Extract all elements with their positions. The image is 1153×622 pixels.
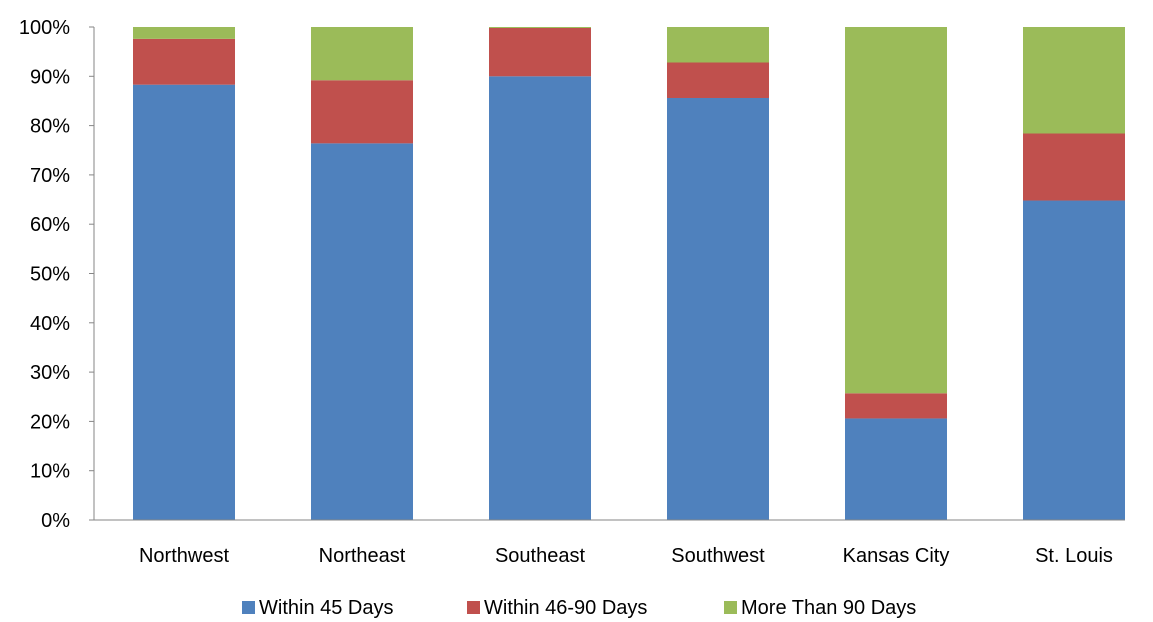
bar-stack-southwest (667, 27, 769, 520)
bar-segment-within-45-days (311, 143, 413, 520)
bar-segment-within-45-days (489, 76, 591, 521)
x-tick-label: St. Louis (1035, 545, 1113, 567)
bar-segment-within-45-days (133, 84, 235, 520)
bar-segment-more-than-90-days (133, 27, 235, 39)
legend-swatch (724, 601, 737, 614)
legend-label: Within 45 Days (259, 597, 394, 619)
legend-item-within-45-days: Within 45 Days (242, 597, 394, 619)
bar-stack-southeast (489, 27, 591, 521)
bar-segment-within-45-days (667, 97, 769, 520)
y-tick-label: 80% (30, 116, 70, 138)
bar-segment-more-than-90-days (1023, 27, 1125, 134)
legend-label: More Than 90 Days (741, 597, 916, 619)
x-axis-category-labels: Northwest Northeast Southeast Southwest Kans… (139, 545, 1113, 567)
legend-item-within-46-90-days: Within 46-90 Days (467, 597, 647, 619)
bar-segment-more-than-90-days (311, 27, 413, 81)
y-tick-label: 50% (30, 264, 70, 286)
bar-segment-within-45-days (1023, 200, 1125, 520)
x-tick-label: Southwest (671, 545, 765, 567)
bar-segment-more-than-90-days (489, 27, 591, 28)
y-tick-label: 100% (19, 17, 70, 39)
y-tick-label: 30% (30, 362, 70, 384)
bar-segment-within-46-90-days (489, 27, 591, 77)
bar-segment-within-46-90-days (845, 393, 947, 419)
x-tick-label: Northeast (319, 545, 406, 567)
bar-stack-st-louis (1023, 27, 1125, 520)
bar-stack-kansas-city (845, 27, 947, 520)
bar-stack-northeast (311, 27, 413, 520)
x-tick-label: Kansas City (843, 545, 950, 567)
legend-swatch (242, 601, 255, 614)
bar-segment-within-46-90-days (667, 62, 769, 98)
bar-segment-more-than-90-days (845, 27, 947, 394)
y-tick-label: 70% (30, 165, 70, 187)
x-tick-label: Southeast (495, 545, 586, 567)
y-axis-tick-labels: 0% 10% 20% 30% 40% 50% 60% 70% 80% 90% 100% (19, 17, 94, 532)
y-tick-label: 20% (30, 411, 70, 433)
y-tick-label: 60% (30, 214, 70, 236)
x-tick-label: Northwest (139, 545, 229, 567)
y-tick-label: 90% (30, 66, 70, 88)
bar-segment-within-46-90-days (133, 38, 235, 85)
bar-segment-within-46-90-days (1023, 133, 1125, 201)
y-tick-label: 0% (41, 510, 70, 532)
y-tick-label: 40% (30, 313, 70, 335)
bar-segment-within-45-days (845, 418, 947, 520)
bar-stack-northwest (133, 27, 235, 520)
bar-segment-within-46-90-days (311, 80, 413, 144)
legend: Within 45 Days Within 46-90 Days More Than… (242, 597, 916, 619)
legend-swatch (467, 601, 480, 614)
legend-item-more-than-90-days: More Than 90 Days (724, 597, 916, 619)
bar-stacks (133, 27, 1125, 521)
bar-segment-more-than-90-days (667, 27, 769, 63)
legend-label: Within 46-90 Days (484, 597, 647, 619)
y-tick-label: 10% (30, 461, 70, 483)
